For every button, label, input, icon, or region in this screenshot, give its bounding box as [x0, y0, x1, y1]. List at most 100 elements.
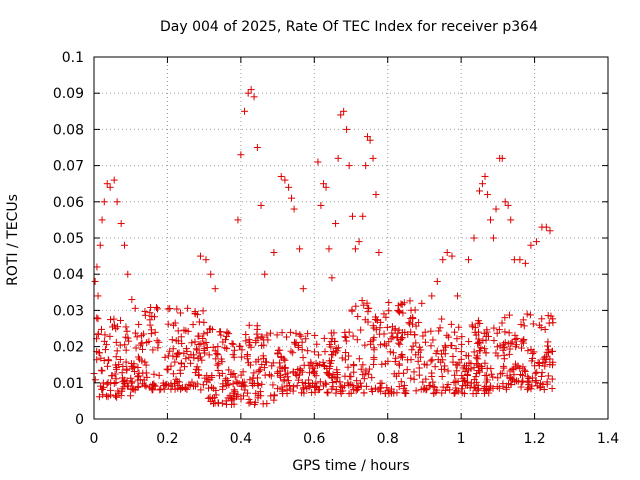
data-point [344, 363, 352, 371]
data-point [247, 86, 255, 94]
data-point [485, 389, 493, 397]
data-point [427, 357, 435, 365]
data-point [521, 259, 529, 267]
data-point [94, 315, 102, 323]
data-point [507, 216, 515, 224]
data-point [171, 379, 179, 387]
data-point [421, 328, 429, 336]
data-point [467, 365, 475, 373]
data-point [422, 386, 430, 394]
data-point [138, 345, 146, 353]
data-point [364, 133, 372, 141]
data-point [213, 350, 221, 358]
data-point [380, 310, 388, 318]
data-point [281, 176, 289, 184]
data-point [150, 370, 158, 378]
data-point [482, 332, 490, 340]
data-point [482, 349, 490, 357]
data-point [298, 389, 306, 397]
data-point [134, 382, 142, 390]
data-point [289, 368, 297, 376]
y-tick-label: 0.09 [53, 86, 84, 102]
data-point [476, 347, 484, 355]
data-point [231, 373, 239, 381]
data-point [173, 353, 181, 361]
data-point [329, 351, 337, 359]
data-point [355, 355, 363, 363]
data-point [529, 320, 537, 328]
data-point [423, 385, 431, 393]
data-point [537, 383, 545, 391]
data-point [253, 374, 261, 382]
data-point [389, 333, 397, 341]
data-point [433, 277, 441, 285]
data-point [147, 330, 155, 338]
data-point [483, 376, 491, 384]
data-point [237, 151, 245, 159]
data-point [246, 361, 254, 369]
data-point [324, 389, 332, 397]
data-point [489, 384, 497, 392]
data-point [106, 183, 114, 191]
data-point [395, 383, 403, 391]
y-tick-label: 0.02 [53, 340, 84, 356]
data-point [380, 340, 388, 348]
data-point [505, 350, 513, 358]
data-point [370, 344, 378, 352]
data-point [134, 353, 142, 361]
data-point [234, 216, 242, 224]
data-point [419, 378, 427, 386]
y-tick-label: 0.1 [62, 50, 84, 66]
data-point [412, 387, 420, 395]
data-point [357, 365, 365, 373]
data-point [97, 354, 105, 362]
data-point [350, 368, 358, 376]
data-point [97, 325, 105, 333]
data-point [277, 353, 285, 361]
data-point [199, 334, 207, 342]
data-point [419, 332, 427, 340]
data-point [241, 107, 249, 115]
data-point [195, 371, 203, 379]
data-point [394, 306, 402, 314]
data-point [168, 336, 176, 344]
data-point [329, 383, 337, 391]
data-point [407, 306, 415, 314]
data-point [328, 274, 336, 282]
data-point [319, 358, 327, 366]
data-point [276, 346, 284, 354]
data-point [382, 313, 390, 321]
data-point [330, 329, 338, 337]
data-point [195, 332, 203, 340]
data-point [448, 252, 456, 260]
data-point [487, 216, 495, 224]
data-point [139, 369, 147, 377]
data-point [356, 379, 364, 387]
data-point [534, 358, 542, 366]
data-point [142, 361, 150, 369]
data-point [148, 384, 156, 392]
data-point [395, 360, 403, 368]
data-point [184, 304, 192, 312]
data-point [233, 393, 241, 401]
data-point [450, 379, 458, 387]
data-point [511, 378, 519, 386]
data-point [236, 342, 244, 350]
data-point [401, 389, 409, 397]
data-point [127, 379, 135, 387]
data-point [445, 333, 453, 341]
data-point [312, 359, 320, 367]
data-point [387, 335, 395, 343]
data-point [118, 387, 126, 395]
data-point [302, 335, 310, 343]
data-point [218, 358, 226, 366]
data-point [214, 351, 222, 359]
data-point [161, 353, 169, 361]
data-point [397, 378, 405, 386]
data-point [320, 362, 328, 370]
data-point [446, 386, 454, 394]
data-point [433, 347, 441, 355]
data-point [281, 356, 289, 364]
data-point [400, 385, 408, 393]
data-point [270, 248, 278, 256]
